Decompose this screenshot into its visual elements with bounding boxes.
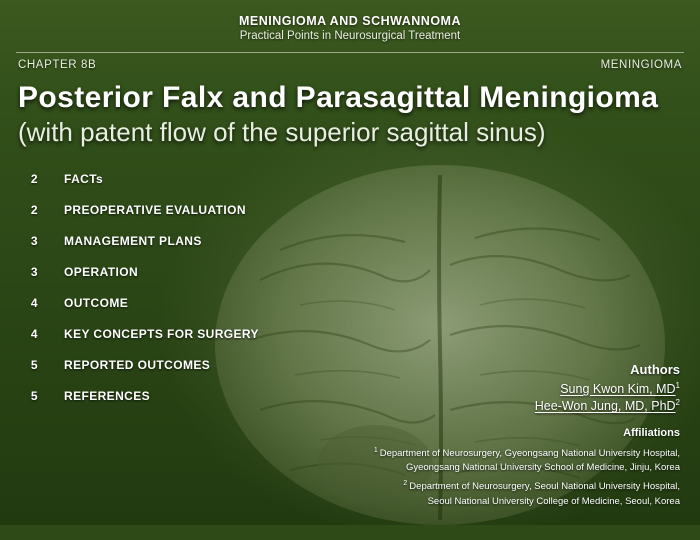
authors-block: Authors Sung Kwon Kim, MD1 Hee-Won Jung,…	[535, 362, 680, 415]
affiliation-line: Seoul National University College of Med…	[374, 495, 680, 509]
book-title: MENINGIOMA AND SCHWANNOMA	[0, 14, 700, 28]
toc-item[interactable]: 4 OUTCOME	[26, 296, 700, 310]
toc-page: 5	[26, 389, 38, 403]
toc-item[interactable]: 2 FACTs	[26, 172, 700, 186]
toc-label: PREOPERATIVE EVALUATION	[64, 203, 246, 217]
toc-label: OUTCOME	[64, 296, 128, 310]
toc-page: 4	[26, 296, 38, 310]
toc-page: 3	[26, 234, 38, 248]
book-subtitle: Practical Points in Neurosurgical Treatm…	[0, 30, 700, 42]
toc-page: 5	[26, 358, 38, 372]
page-title: Posterior Falx and Parasagittal Meningio…	[0, 71, 700, 115]
divider	[16, 52, 684, 53]
toc-label: REFERENCES	[64, 389, 150, 403]
toc-item[interactable]: 4 KEY CONCEPTS FOR SURGERY	[26, 327, 700, 341]
authors-heading: Authors	[535, 362, 680, 377]
affiliation-line: 2Department of Neurosurgery, Seoul Natio…	[374, 479, 680, 494]
author-name: Hee-Won Jung, MD, PhD2	[535, 398, 680, 413]
toc-item[interactable]: 3 OPERATION	[26, 265, 700, 279]
section-label: MENINGIOMA	[601, 59, 682, 71]
toc-item[interactable]: 3 MANAGEMENT PLANS	[26, 234, 700, 248]
affiliation-line: Gyeongsang National University School of…	[374, 461, 680, 475]
affiliations-heading: Affiliations	[374, 425, 680, 442]
toc-label: FACTs	[64, 172, 103, 186]
toc-label: MANAGEMENT PLANS	[64, 234, 202, 248]
toc-page: 4	[26, 327, 38, 341]
toc-page: 2	[26, 172, 38, 186]
toc-label: OPERATION	[64, 265, 138, 279]
toc-label: KEY CONCEPTS FOR SURGERY	[64, 327, 259, 341]
affiliations-block: Affiliations 1Department of Neurosurgery…	[374, 425, 680, 509]
toc-page: 2	[26, 203, 38, 217]
page-subtitle: (with patent flow of the superior sagitt…	[0, 115, 700, 148]
toc-item[interactable]: 2 PREOPERATIVE EVALUATION	[26, 203, 700, 217]
chapter-label: CHAPTER 8B	[18, 59, 96, 71]
toc-page: 3	[26, 265, 38, 279]
toc-label: REPORTED OUTCOMES	[64, 358, 210, 372]
affiliation-line: 1Department of Neurosurgery, Gyeongsang …	[374, 446, 680, 461]
author-name: Sung Kwon Kim, MD1	[535, 381, 680, 396]
